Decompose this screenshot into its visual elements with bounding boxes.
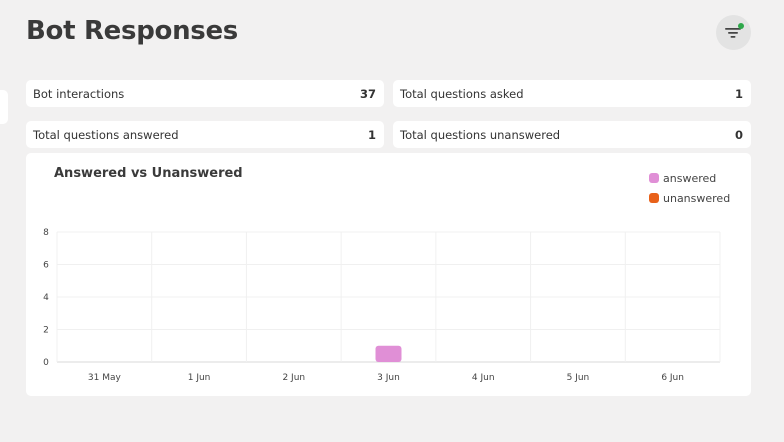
stat-label: Total questions answered <box>33 127 179 142</box>
chart-legend: answered unanswered <box>649 168 730 208</box>
legend-swatch <box>649 173 659 183</box>
y-tick-label: 4 <box>43 293 49 303</box>
filter-button[interactable] <box>716 15 751 50</box>
stat-label: Bot interactions <box>33 86 125 101</box>
x-tick-label: 6 Jun <box>661 373 684 383</box>
stat-value: 37 <box>359 86 376 101</box>
page-title: Bot Responses <box>26 16 238 46</box>
legend-label: unanswered <box>663 191 731 205</box>
chart-title: Answered vs Unanswered <box>54 166 243 181</box>
legend-swatch <box>649 193 659 203</box>
stat-label: Total questions unanswered <box>400 127 561 142</box>
y-tick-label: 2 <box>43 326 49 336</box>
stat-value: 1 <box>734 86 743 101</box>
y-tick-label: 0 <box>43 358 49 368</box>
x-tick-label: 5 Jun <box>567 373 590 383</box>
y-tick-label: 6 <box>43 261 49 271</box>
x-tick-label: 3 Jun <box>377 373 400 383</box>
stat-card-bot-interactions: Bot interactions 37 <box>26 80 384 107</box>
filter-active-indicator <box>738 23 744 29</box>
stat-value: 1 <box>367 127 376 142</box>
x-tick-label: 1 Jun <box>188 373 211 383</box>
x-tick-label: 4 Jun <box>472 373 495 383</box>
sidebar-toggle[interactable] <box>0 90 8 124</box>
filter-icon <box>725 28 741 38</box>
y-tick-label: 8 <box>43 228 49 238</box>
x-tick-label: 31 May <box>88 373 122 383</box>
chart-card: 0 2 4 6 8 31 May 1 Jun 2 Jun 3 Jun 4 Jun 5 Jun 6 Ju… <box>26 153 751 396</box>
x-tick-label: 2 Jun <box>282 373 305 383</box>
legend-item-unanswered[interactable]: unanswered <box>649 188 730 208</box>
bar-answered <box>375 345 402 362</box>
stat-card-questions-answered: Total questions answered 1 <box>26 121 384 148</box>
bar-chart: 0 2 4 6 8 31 May 1 Jun 2 Jun 3 Jun 4 Jun 5 Jun 6 Ju… <box>43 228 721 383</box>
legend-item-answered[interactable]: answered <box>649 168 730 188</box>
legend-label: answered <box>663 171 717 185</box>
stat-label: Total questions asked <box>400 86 524 101</box>
stat-card-questions-asked: Total questions asked 1 <box>393 80 751 107</box>
stat-value: 0 <box>734 127 743 142</box>
stat-card-questions-unanswered: Total questions unanswered 0 <box>393 121 751 148</box>
